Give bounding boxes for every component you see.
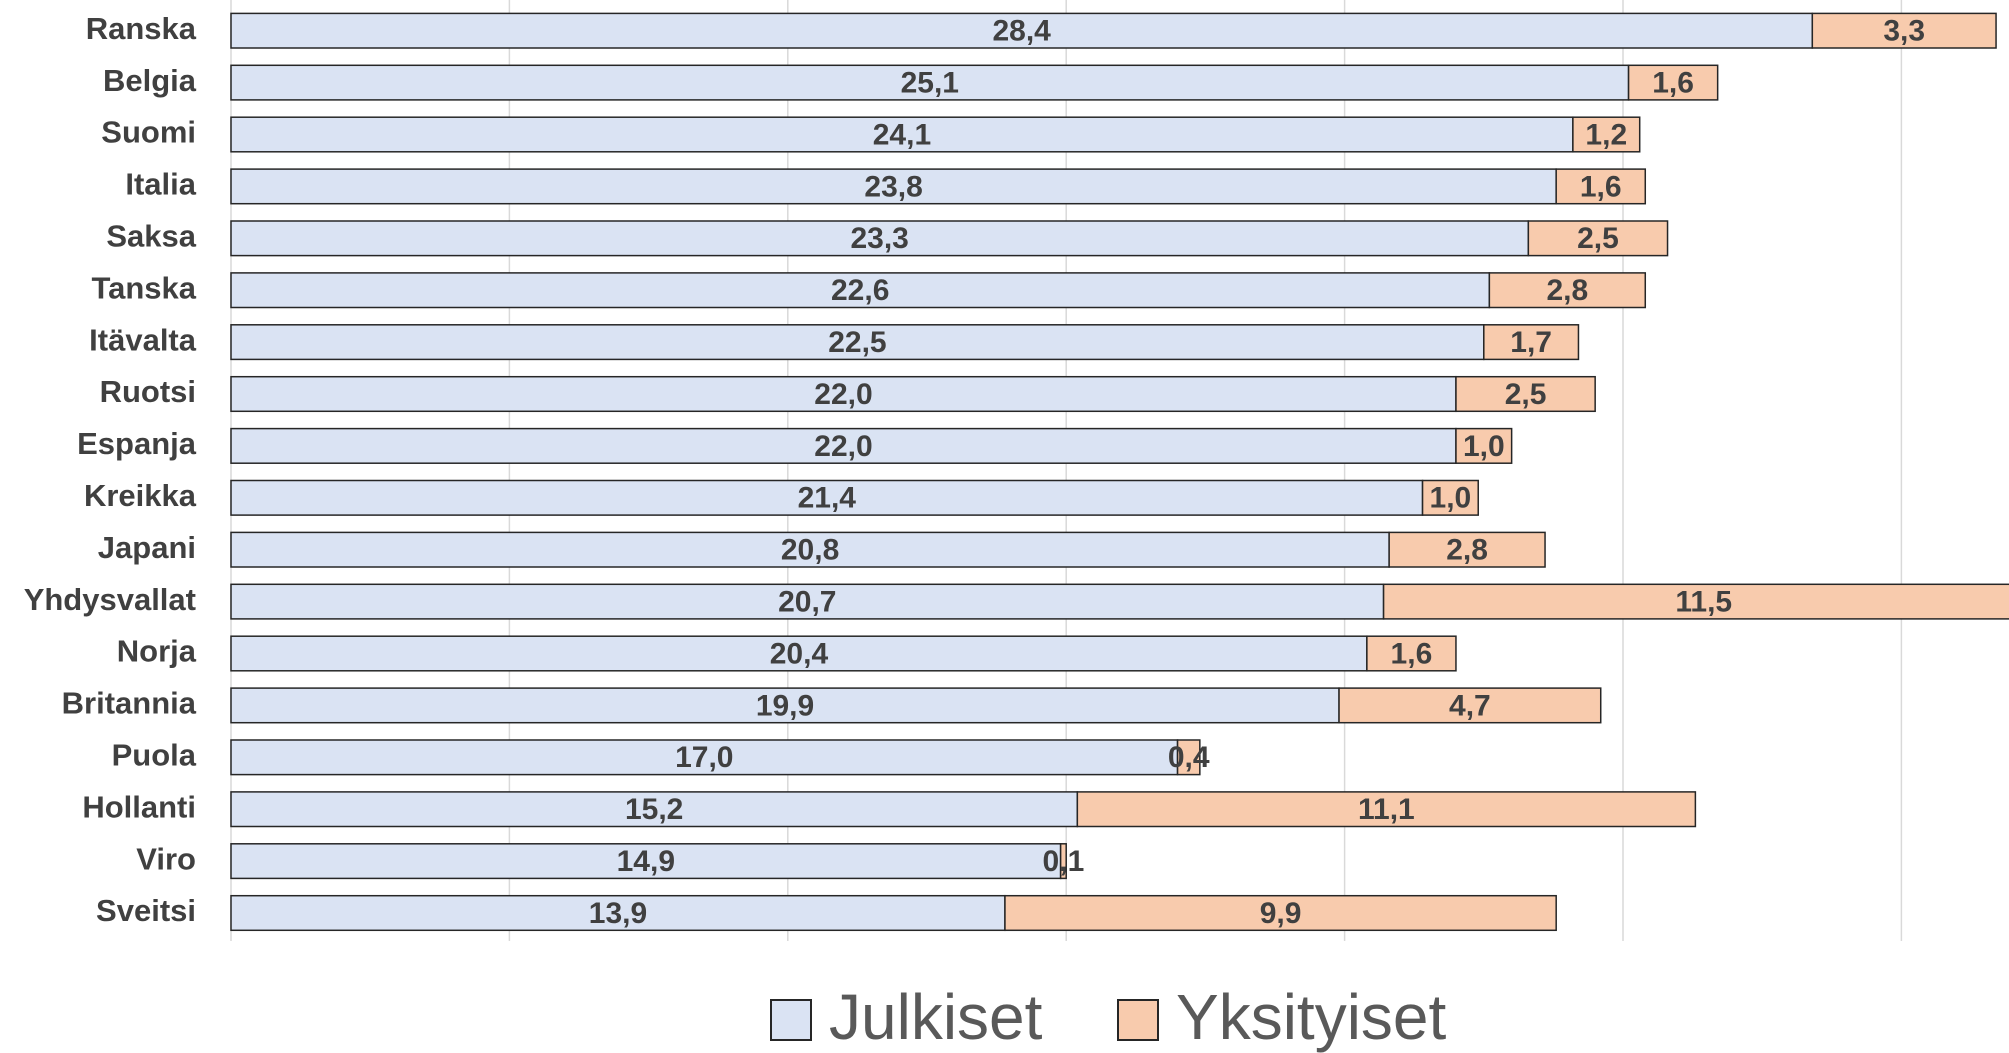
data-label: 20,7 <box>778 586 836 619</box>
bar-segment <box>1076 791 1697 828</box>
data-label: 3,3 <box>1883 15 1925 48</box>
data-label: 1,7 <box>1510 326 1552 359</box>
bar-segment <box>230 427 1457 464</box>
data-label: 22,5 <box>828 326 886 359</box>
data-label: 11,5 <box>1675 586 1732 619</box>
data-label: 17,0 <box>675 741 733 774</box>
bar-segment <box>1455 427 1513 464</box>
bar-segment <box>1176 739 1201 776</box>
legend-swatch <box>1117 999 1159 1041</box>
data-label: 1,2 <box>1585 118 1627 151</box>
legend-label: Yksityiset <box>1176 981 1447 1053</box>
plot: 28,4 3,3 25,1 1,6 24,1 1,2 23,8 1,6 23,3 2,5 22,6 2… <box>230 12 2009 932</box>
data-label: 22,0 <box>814 378 872 411</box>
bar-segment <box>230 894 1006 932</box>
bar-segment <box>230 116 1574 153</box>
bar-segment <box>230 272 1491 309</box>
data-label: 22,6 <box>831 274 889 307</box>
data-label: 11,1 <box>1358 793 1415 826</box>
bar-segment <box>230 12 1814 49</box>
data-label: 2,5 <box>1577 222 1619 255</box>
data-label: 1,0 <box>1430 482 1472 515</box>
data-label: 28,4 <box>992 15 1051 48</box>
bar-segment <box>230 220 1530 257</box>
data-label: 0,1 <box>1043 845 1085 878</box>
bar-segment <box>1421 479 1479 516</box>
data-label: 14,9 <box>617 845 675 878</box>
bar-segment <box>1555 168 1647 205</box>
bar-segment <box>1811 12 1997 49</box>
bar-segment <box>230 687 1340 724</box>
category-label: Sveitsi <box>96 893 196 928</box>
bar-segment <box>1627 64 1719 101</box>
category-label: Espanja <box>77 426 197 461</box>
data-label: 2,8 <box>1546 274 1588 307</box>
category-label: Yhdysvallat <box>24 582 196 617</box>
category-label: Norja <box>117 634 197 669</box>
bar-segment <box>230 64 1630 101</box>
category-label: Itävalta <box>89 322 197 357</box>
bar-segment <box>230 324 1485 361</box>
category-label: Italia <box>125 167 196 202</box>
data-label: 2,8 <box>1446 534 1488 567</box>
data-label: 25,1 <box>901 67 959 100</box>
data-label: 4,7 <box>1449 689 1491 722</box>
bar-segment <box>230 531 1390 568</box>
data-label: 19,9 <box>756 689 814 722</box>
bar-segment <box>1004 894 1557 932</box>
data-label: 24,1 <box>873 118 931 151</box>
bar-segment <box>230 843 1062 880</box>
bar-segment <box>1059 843 1067 880</box>
bar-segment <box>1483 324 1580 361</box>
bar-segment <box>230 479 1424 516</box>
data-label: 22,0 <box>814 430 872 463</box>
category-label: Britannia <box>62 686 197 721</box>
data-label: 23,3 <box>850 222 908 255</box>
bar-segment <box>230 635 1368 672</box>
category-label: Puola <box>112 737 197 772</box>
bar-segment <box>1572 116 1641 153</box>
category-label: Saksa <box>106 218 196 253</box>
data-label: 1,6 <box>1391 637 1433 670</box>
data-label: 2,5 <box>1505 378 1547 411</box>
bar-segment <box>230 583 1385 620</box>
bar-segment <box>1455 375 1596 413</box>
data-label: 1,0 <box>1463 430 1505 463</box>
category-label: Hollanti <box>82 789 196 824</box>
category-label: Ruotsi <box>100 374 196 409</box>
bar-segment <box>1527 220 1669 257</box>
bar-segment <box>1488 272 1647 309</box>
bar-segment <box>1366 635 1457 672</box>
data-label: 15,2 <box>625 793 683 826</box>
data-label: 1,6 <box>1652 67 1694 100</box>
category-label: Kreikka <box>84 478 197 513</box>
bar-segment <box>1338 687 1602 724</box>
category-label: Japani <box>98 530 196 565</box>
category-label: Belgia <box>103 63 197 98</box>
data-label: 21,4 <box>798 482 857 515</box>
category-label: Suomi <box>101 115 196 150</box>
bar-segment <box>1382 583 2009 620</box>
category-label: Tanska <box>91 270 196 305</box>
data-label: 9,9 <box>1260 897 1302 930</box>
data-label: 0,4 <box>1168 741 1210 774</box>
legend-label: Julkiset <box>829 981 1043 1053</box>
data-label: 23,8 <box>864 170 922 203</box>
category-label: Viro <box>136 841 196 876</box>
category-label: Ranska <box>86 11 197 46</box>
bar-segment <box>1388 531 1546 568</box>
bar-segment <box>230 791 1079 828</box>
data-label: 20,8 <box>781 534 839 567</box>
legend-swatch <box>770 999 812 1041</box>
data-label: 13,9 <box>589 897 647 930</box>
data-label: 20,4 <box>770 637 829 670</box>
data-label: 1,6 <box>1580 170 1622 203</box>
